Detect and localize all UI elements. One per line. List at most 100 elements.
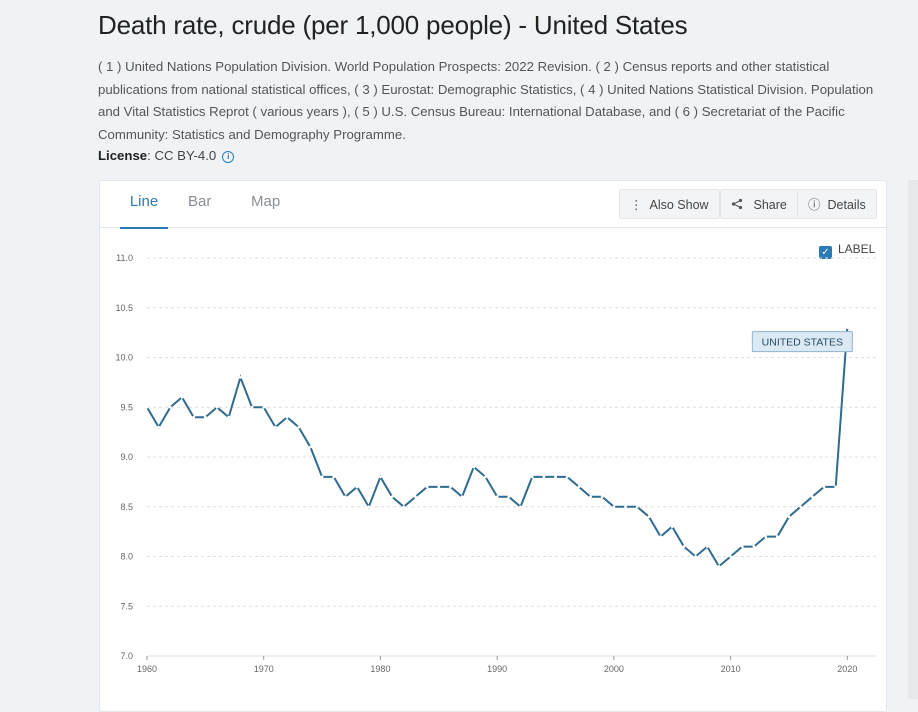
details-label: Details bbox=[827, 198, 866, 212]
data-point bbox=[670, 525, 674, 529]
data-point bbox=[273, 425, 277, 429]
data-point bbox=[472, 465, 476, 469]
info-icon[interactable]: i bbox=[222, 151, 235, 163]
x-tick-label: 1970 bbox=[254, 664, 274, 674]
y-tick-label: 9.5 bbox=[120, 402, 133, 412]
chart-card: Line Bar Map ⋮ Also Show Share ⓘ Details ✓… bbox=[99, 180, 887, 712]
data-point bbox=[834, 485, 838, 489]
data-point bbox=[460, 495, 464, 499]
y-tick-label: 10.0 bbox=[115, 353, 133, 363]
data-point bbox=[437, 485, 441, 489]
data-point bbox=[379, 475, 382, 479]
data-point bbox=[530, 475, 534, 479]
data-point bbox=[320, 475, 324, 479]
data-point bbox=[250, 405, 254, 409]
data-point bbox=[647, 515, 651, 519]
tab-line[interactable]: Line bbox=[120, 181, 168, 229]
data-point bbox=[775, 535, 779, 538]
data-point bbox=[507, 495, 511, 499]
tab-map[interactable]: Map bbox=[251, 193, 281, 210]
x-axis-ticks: 1960 1970 1980 1990 2000 2010 2020 bbox=[137, 656, 857, 674]
data-point bbox=[565, 475, 569, 479]
y-tick-label: 8.5 bbox=[120, 502, 133, 512]
data-point bbox=[717, 565, 721, 568]
data-point bbox=[484, 475, 487, 479]
x-tick-label: 2000 bbox=[604, 664, 624, 674]
data-point bbox=[764, 535, 768, 538]
y-tick-label: 8.0 bbox=[120, 552, 133, 562]
share-icon bbox=[731, 198, 746, 212]
data-point bbox=[449, 485, 452, 489]
data-point bbox=[554, 475, 557, 479]
label-toggle[interactable]: ✓ LABEL bbox=[819, 242, 875, 259]
x-tick-label: 2020 bbox=[837, 664, 857, 674]
data-point bbox=[168, 405, 172, 409]
license-value: : CC BY-4.0 bbox=[147, 148, 217, 163]
x-tick-label: 1960 bbox=[137, 664, 157, 674]
details-button[interactable]: ⓘ Details bbox=[797, 189, 877, 219]
data-point bbox=[752, 545, 756, 548]
data-point bbox=[787, 515, 791, 519]
series-label-box bbox=[751, 331, 853, 353]
series-label-united-states: UNITED STATES bbox=[751, 331, 853, 353]
data-point bbox=[519, 505, 522, 509]
also-show-label: Also Show bbox=[649, 198, 709, 212]
data-point bbox=[297, 425, 301, 429]
data-point bbox=[822, 485, 826, 489]
y-axis-ticks: 7.0 7.5 8.0 8.5 9.0 9.5 10.0 10.5 11.0 bbox=[115, 253, 133, 661]
data-point bbox=[729, 555, 733, 558]
line-chart: 7.07.58.08.59.09.510.010.511.0 1960 1970 1… bbox=[115, 253, 877, 674]
data-point bbox=[227, 415, 231, 419]
source-description: ( 1 ) United Nations Population Division… bbox=[98, 59, 874, 142]
data-point bbox=[285, 415, 289, 419]
series-points bbox=[145, 326, 849, 568]
data-point bbox=[845, 326, 849, 330]
data-point bbox=[589, 495, 592, 499]
data-point bbox=[203, 415, 207, 419]
y-tick-label: 11.0 bbox=[116, 253, 133, 263]
tab-bar: Line Bar Map ⋮ Also Show Share ⓘ Details bbox=[100, 181, 886, 229]
data-point bbox=[577, 485, 581, 489]
data-point bbox=[705, 545, 709, 548]
more-vertical-icon: ⋮ bbox=[630, 198, 643, 212]
data-point bbox=[355, 485, 359, 489]
data-point bbox=[624, 505, 627, 509]
data-point bbox=[425, 485, 429, 489]
series-label-text: UNITED STATES bbox=[762, 337, 843, 349]
data-point bbox=[238, 376, 242, 379]
data-point bbox=[740, 545, 744, 548]
x-tick-label: 1990 bbox=[487, 664, 507, 674]
y-tick-label: 9.0 bbox=[120, 452, 133, 462]
tab-bar-chart[interactable]: Bar bbox=[188, 193, 212, 210]
data-point bbox=[810, 495, 814, 499]
data-point bbox=[799, 505, 803, 509]
data-point bbox=[495, 495, 499, 499]
y-tick-label: 7.0 bbox=[120, 651, 133, 661]
x-tick-label: 2010 bbox=[721, 664, 741, 674]
data-point bbox=[157, 425, 161, 429]
data-point bbox=[682, 545, 686, 548]
data-point bbox=[215, 405, 219, 409]
label-checkbox[interactable]: ✓ bbox=[819, 246, 832, 259]
x-tick-label: 1980 bbox=[370, 664, 390, 674]
data-point bbox=[344, 495, 347, 499]
info-circle-icon: ⓘ bbox=[808, 198, 821, 212]
also-show-button[interactable]: ⋮ Also Show bbox=[619, 189, 720, 219]
data-point bbox=[180, 395, 184, 399]
data-point bbox=[367, 505, 371, 509]
data-point bbox=[192, 415, 196, 419]
data-point bbox=[309, 445, 312, 449]
share-button[interactable]: Share bbox=[720, 189, 798, 219]
data-point bbox=[390, 495, 394, 499]
y-tick-label: 10.5 bbox=[115, 303, 133, 313]
data-point bbox=[145, 405, 149, 409]
data-point bbox=[635, 505, 639, 509]
license-label: License bbox=[98, 148, 148, 163]
gridlines bbox=[147, 257, 877, 657]
page-title: Death rate, crude (per 1,000 people) - U… bbox=[98, 10, 688, 40]
data-point bbox=[402, 505, 406, 509]
data-point bbox=[694, 555, 697, 558]
data-point bbox=[542, 475, 546, 479]
license-line: License: CC BY-4.0 i bbox=[98, 148, 235, 163]
side-panel-edge bbox=[908, 180, 918, 699]
